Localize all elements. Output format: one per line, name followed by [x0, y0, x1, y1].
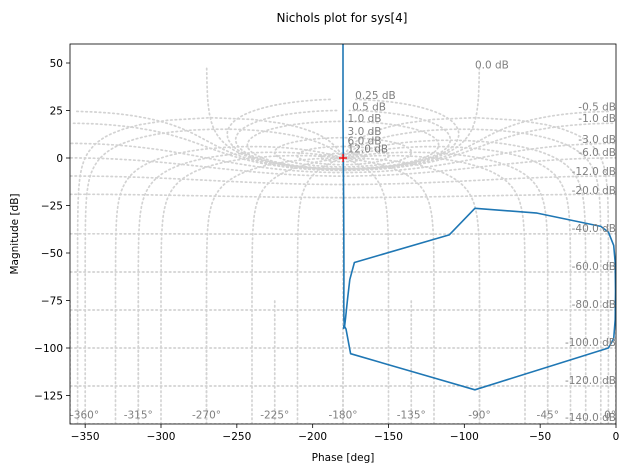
- grid-magnitude-label: 0.5 dB: [352, 102, 386, 114]
- y-tick-label: 25: [50, 106, 63, 118]
- chart-title: Nichols plot for sys[4]: [277, 11, 408, 25]
- grid-contour: [114, 145, 344, 424]
- x-axis-label: Phase [deg]: [312, 452, 375, 464]
- x-tick-label: −150: [374, 431, 403, 443]
- grid-magnitude-label: -1.0 dB: [578, 113, 616, 125]
- grid-magnitude-label: 3.0 dB: [348, 126, 382, 138]
- grid-contour: [342, 116, 610, 424]
- grid-contour: [84, 128, 344, 424]
- grid-contour: [205, 157, 344, 424]
- series-line: [342, 44, 616, 391]
- grid-contour: [342, 157, 435, 424]
- grid-phase-label: 0°: [604, 409, 616, 421]
- grid-phase-label: -225°: [260, 409, 289, 421]
- grid-contour: [137, 151, 344, 424]
- grid-magnitude-label: -6.0 dB: [578, 147, 616, 159]
- y-tick-label: −100: [34, 343, 63, 355]
- x-tick-label: −50: [529, 431, 551, 443]
- x-tick-label: −100: [450, 431, 479, 443]
- grid-magnitude-label: -20.0 dB: [572, 185, 616, 197]
- grid-contour: [342, 145, 572, 424]
- grid-magnitude-label: -0.5 dB: [578, 102, 616, 114]
- x-tick-label: −250: [222, 431, 251, 443]
- y-tick-label: −75: [41, 296, 63, 308]
- y-tick-label: −125: [34, 391, 63, 403]
- grid-contour: [342, 151, 549, 424]
- grid-phase-label: -270°: [192, 409, 221, 421]
- grid-phase-label: -45°: [537, 409, 559, 421]
- grid-contour: [160, 154, 344, 424]
- grid-contour: [342, 157, 390, 424]
- grid-magnitude-label: 1.0 dB: [348, 113, 382, 125]
- y-tick-label: −50: [41, 248, 63, 260]
- grid-magnitude-label: 12.0 dB: [348, 143, 389, 155]
- grid-phase-label: -360°: [70, 409, 99, 421]
- grid-magnitude-label: -120.0 dB: [565, 375, 616, 387]
- grid-contour: [296, 157, 344, 424]
- axis-ticks: −350 −300 −250 −200 −150 −100 −50 0 50 25 0 −25 −50 −…: [34, 58, 619, 443]
- x-tick-label: −200: [298, 431, 327, 443]
- x-tick-label: −350: [71, 431, 100, 443]
- grid-contour: [342, 128, 602, 424]
- grid-contour: [342, 157, 481, 424]
- grid-magnitude-label: -100.0 dB: [565, 337, 616, 349]
- grid-magnitude-label: -60.0 dB: [572, 261, 616, 273]
- plot-area: [339, 44, 616, 391]
- y-tick-label: −25: [41, 201, 63, 213]
- grid-phase-labels: -360° -315° -270° -225° -180° -135° -90° -45° 0°: [70, 409, 616, 421]
- grid-contour: [251, 157, 344, 424]
- x-tick-label: −300: [147, 431, 176, 443]
- plot-frame: [69, 43, 617, 425]
- nichols-grid: [70, 67, 616, 424]
- grid-contour: [226, 98, 460, 171]
- grid-contour: [342, 139, 587, 424]
- x-tick-label: 0: [613, 431, 620, 443]
- grid-magnitude-labels: 0.0 dB 0.25 dB0.5 dB1.0 dB3.0 dB6.0 dB12.…: [348, 60, 616, 424]
- grid-phase-label: -315°: [124, 409, 153, 421]
- grid-contour: [70, 175, 616, 186]
- grid-magnitude-label: -40.0 dB: [572, 223, 616, 235]
- y-tick-label: 50: [50, 58, 63, 70]
- grid-magnitude-label: -80.0 dB: [572, 299, 616, 311]
- y-tick-label: 0: [56, 153, 63, 165]
- grid-contour: [342, 154, 526, 424]
- grid-magnitude-label: -140.0 dB: [565, 412, 616, 424]
- grid-magnitude-label: -3.0 dB: [578, 134, 616, 146]
- grid-phase-label: -90°: [468, 409, 490, 421]
- grid-magnitude-label: 0.0 dB: [475, 60, 509, 72]
- critical-point-marker: [339, 154, 347, 162]
- grid-magnitude-label: -12.0 dB: [572, 166, 616, 178]
- grid-phase-label: -135°: [397, 409, 426, 421]
- grid-phase-label: -180°: [328, 409, 357, 421]
- grid-magnitude-label: 6.0 dB: [348, 136, 382, 148]
- grid-contour: [76, 116, 344, 424]
- y-axis-label: Magnitude [dB]: [9, 193, 21, 274]
- grid-magnitude-label: 0.25 dB: [355, 90, 396, 102]
